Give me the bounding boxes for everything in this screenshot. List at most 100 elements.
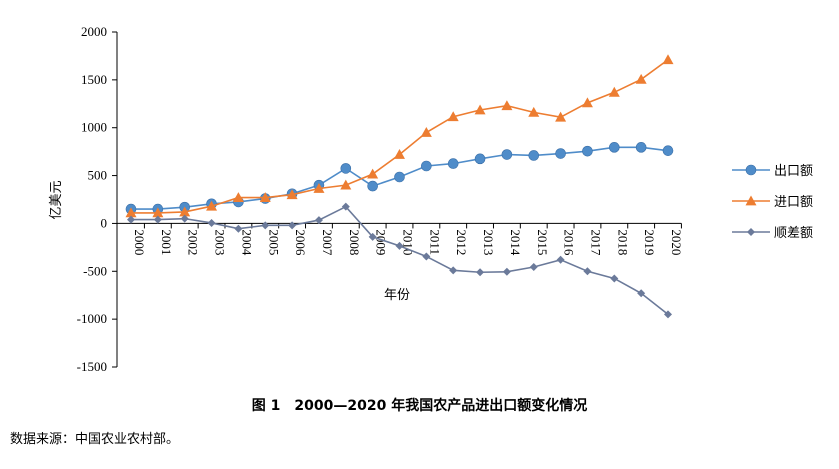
y-tick-label: 0	[101, 215, 108, 230]
data-point	[447, 158, 459, 169]
data-point	[610, 274, 619, 283]
data-point	[637, 289, 646, 298]
data-point	[234, 224, 243, 233]
data-point	[635, 73, 647, 84]
x-tick-label: 2011	[427, 229, 442, 255]
data-point	[555, 111, 567, 122]
series-line	[131, 59, 669, 214]
data-point	[206, 200, 218, 211]
x-tick-label: 2002	[186, 229, 201, 255]
data-point	[286, 189, 298, 200]
data-point	[179, 206, 191, 217]
data-point	[340, 163, 352, 174]
data-point	[367, 180, 378, 192]
legend-label: 进口额	[774, 195, 813, 210]
legend-label: 出口额	[774, 164, 813, 179]
legend-marker	[745, 164, 757, 176]
legend-label: 顺差额	[774, 226, 813, 241]
data-point	[501, 149, 513, 160]
data-point	[582, 145, 593, 157]
data-source-note: 数据来源：中国农业农村部。	[10, 432, 180, 447]
series-2	[125, 54, 674, 218]
data-point	[153, 215, 162, 224]
data-point	[152, 207, 164, 218]
series-3	[127, 202, 672, 319]
data-point	[449, 266, 458, 275]
data-point	[288, 221, 297, 230]
data-point	[313, 182, 325, 193]
data-point	[502, 267, 511, 276]
data-point	[664, 310, 672, 319]
data-point	[340, 179, 352, 190]
data-point	[368, 232, 377, 241]
y-tick-label: 1500	[81, 72, 107, 87]
data-point	[421, 160, 432, 172]
data-point	[394, 171, 405, 183]
data-point	[314, 216, 323, 225]
y-tick-label: 2000	[81, 24, 107, 39]
data-point	[474, 104, 486, 115]
x-tick-label: 2003	[213, 229, 228, 255]
figure-caption: 图 1 2000—2020 年我国农产品进出口额变化情况	[251, 398, 588, 414]
y-tick-label: -1500	[77, 359, 107, 374]
data-point	[662, 145, 674, 156]
data-point	[474, 153, 486, 165]
data-point	[367, 168, 379, 179]
x-tick-label: 2017	[588, 229, 603, 256]
data-point	[528, 106, 540, 117]
x-tick-label: 2014	[508, 229, 523, 256]
data-point	[422, 252, 431, 261]
data-point	[261, 221, 270, 230]
data-point	[341, 202, 350, 211]
x-tick-label: 2007	[320, 229, 335, 256]
data-point	[420, 127, 432, 137]
y-tick-label: -1000	[77, 311, 107, 326]
x-tick-label: 2010	[401, 229, 416, 255]
data-point	[608, 142, 620, 153]
x-tick-label: 2015	[535, 229, 550, 255]
x-tick-label: 2018	[615, 229, 630, 255]
plot-area: 2000 1500 1000 500 0 -500 -1000 -1500 2000 2001 20…	[77, 24, 684, 374]
x-tick-label: 2012	[454, 229, 469, 255]
y-tick-label: -500	[83, 263, 107, 278]
x-tick-label: 2005	[266, 229, 281, 255]
x-axis-label: 年份	[384, 288, 410, 303]
legend-marker	[745, 195, 757, 206]
data-point	[528, 150, 540, 161]
x-tick-label: 2020	[669, 229, 684, 255]
data-point	[662, 54, 674, 65]
data-point	[501, 100, 513, 111]
data-point	[125, 207, 137, 218]
x-tick-label: 2006	[293, 229, 308, 256]
data-point	[395, 241, 404, 250]
legend-item: 顺差额	[732, 226, 813, 241]
x-tick-label: 2000	[132, 229, 147, 255]
data-point	[556, 255, 565, 264]
x-tick-label: 2009	[374, 229, 389, 255]
x-tick-label: 2008	[347, 229, 362, 255]
legend-item: 进口额	[732, 195, 813, 210]
y-axis-label: 亿美元	[49, 180, 64, 219]
data-point	[207, 218, 216, 227]
y-tick-label: 1000	[81, 120, 107, 135]
data-point	[635, 142, 647, 153]
x-tick-label: 2001	[159, 229, 174, 255]
data-point	[259, 192, 271, 202]
y-tick-label: 500	[88, 168, 108, 183]
data-point	[394, 149, 405, 159]
legend-item: 出口额	[732, 164, 813, 179]
data-point	[529, 262, 538, 271]
x-tick-label: 2019	[642, 229, 657, 255]
data-point	[180, 214, 189, 223]
data-point	[447, 111, 459, 122]
x-tick-label: 2004	[239, 229, 254, 256]
data-point	[555, 148, 566, 159]
x-tick-label: 2016	[562, 229, 577, 256]
data-point	[583, 267, 592, 276]
data-point	[232, 192, 244, 202]
data-point	[476, 268, 485, 277]
x-tick-label: 2013	[481, 229, 496, 255]
data-point	[127, 215, 135, 224]
